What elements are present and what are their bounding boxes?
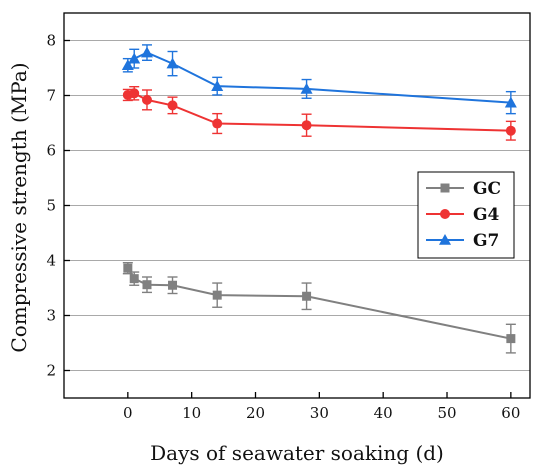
data-point-g7 [140, 46, 153, 58]
legend-label-gc: GC [473, 179, 501, 199]
data-point-g4 [141, 94, 152, 105]
data-point-g4 [301, 120, 312, 131]
legend-marker-g4 [440, 209, 450, 219]
x-tick-label: 50 [437, 404, 456, 422]
legend-label-g7: G7 [473, 231, 499, 251]
y-tick-label: 5 [46, 197, 56, 215]
y-tick-label: 4 [46, 252, 56, 270]
legend-marker-gc [440, 183, 450, 193]
data-point-gc [142, 280, 152, 290]
data-point-g4 [212, 118, 223, 129]
series-g7 [121, 44, 517, 115]
series-gc [122, 262, 516, 354]
data-point-gc [168, 280, 178, 290]
data-point-g4 [505, 125, 516, 136]
legend-label-g4: G4 [473, 205, 500, 225]
series-layer [121, 44, 517, 354]
y-tick-label: 2 [46, 362, 56, 380]
data-point-g4 [129, 88, 140, 99]
data-point-g7 [504, 96, 517, 108]
data-point-g7 [211, 80, 224, 91]
legend: GC G4 G7 [417, 171, 515, 259]
axes-layer: 2 3 4 5 6 7 8 0 10 20 30 40 50 60 [46, 12, 531, 422]
grid-layer [64, 40, 530, 371]
series-g4 [122, 85, 516, 141]
data-point-gc [302, 291, 312, 301]
x-axis-title: Days of seawater soaking (d) [150, 441, 444, 465]
x-tick-label: 40 [374, 404, 393, 422]
data-point-gc [212, 290, 222, 300]
data-point-gc [123, 263, 133, 273]
data-point-gc [129, 274, 139, 284]
y-tick-label: 3 [46, 307, 56, 325]
legend-marker-g7 [439, 234, 451, 245]
x-tick-label: 0 [123, 404, 133, 422]
y-tick-label: 6 [46, 142, 56, 160]
y-tick-label: 7 [46, 87, 56, 105]
data-point-g7 [166, 57, 179, 69]
x-tick-label: 10 [182, 404, 201, 422]
y-axis-title: Compressive strength (MPa) [7, 62, 31, 352]
x-tick-label: 60 [501, 404, 520, 422]
x-tick-label: 30 [310, 404, 329, 422]
data-point-g4 [167, 100, 178, 111]
series-line-gc [126, 267, 512, 340]
y-tick-label: 8 [46, 32, 56, 50]
data-point-gc [506, 334, 516, 344]
data-point-g7 [128, 52, 141, 64]
data-point-g7 [300, 82, 313, 94]
x-tick-label: 20 [246, 404, 265, 422]
